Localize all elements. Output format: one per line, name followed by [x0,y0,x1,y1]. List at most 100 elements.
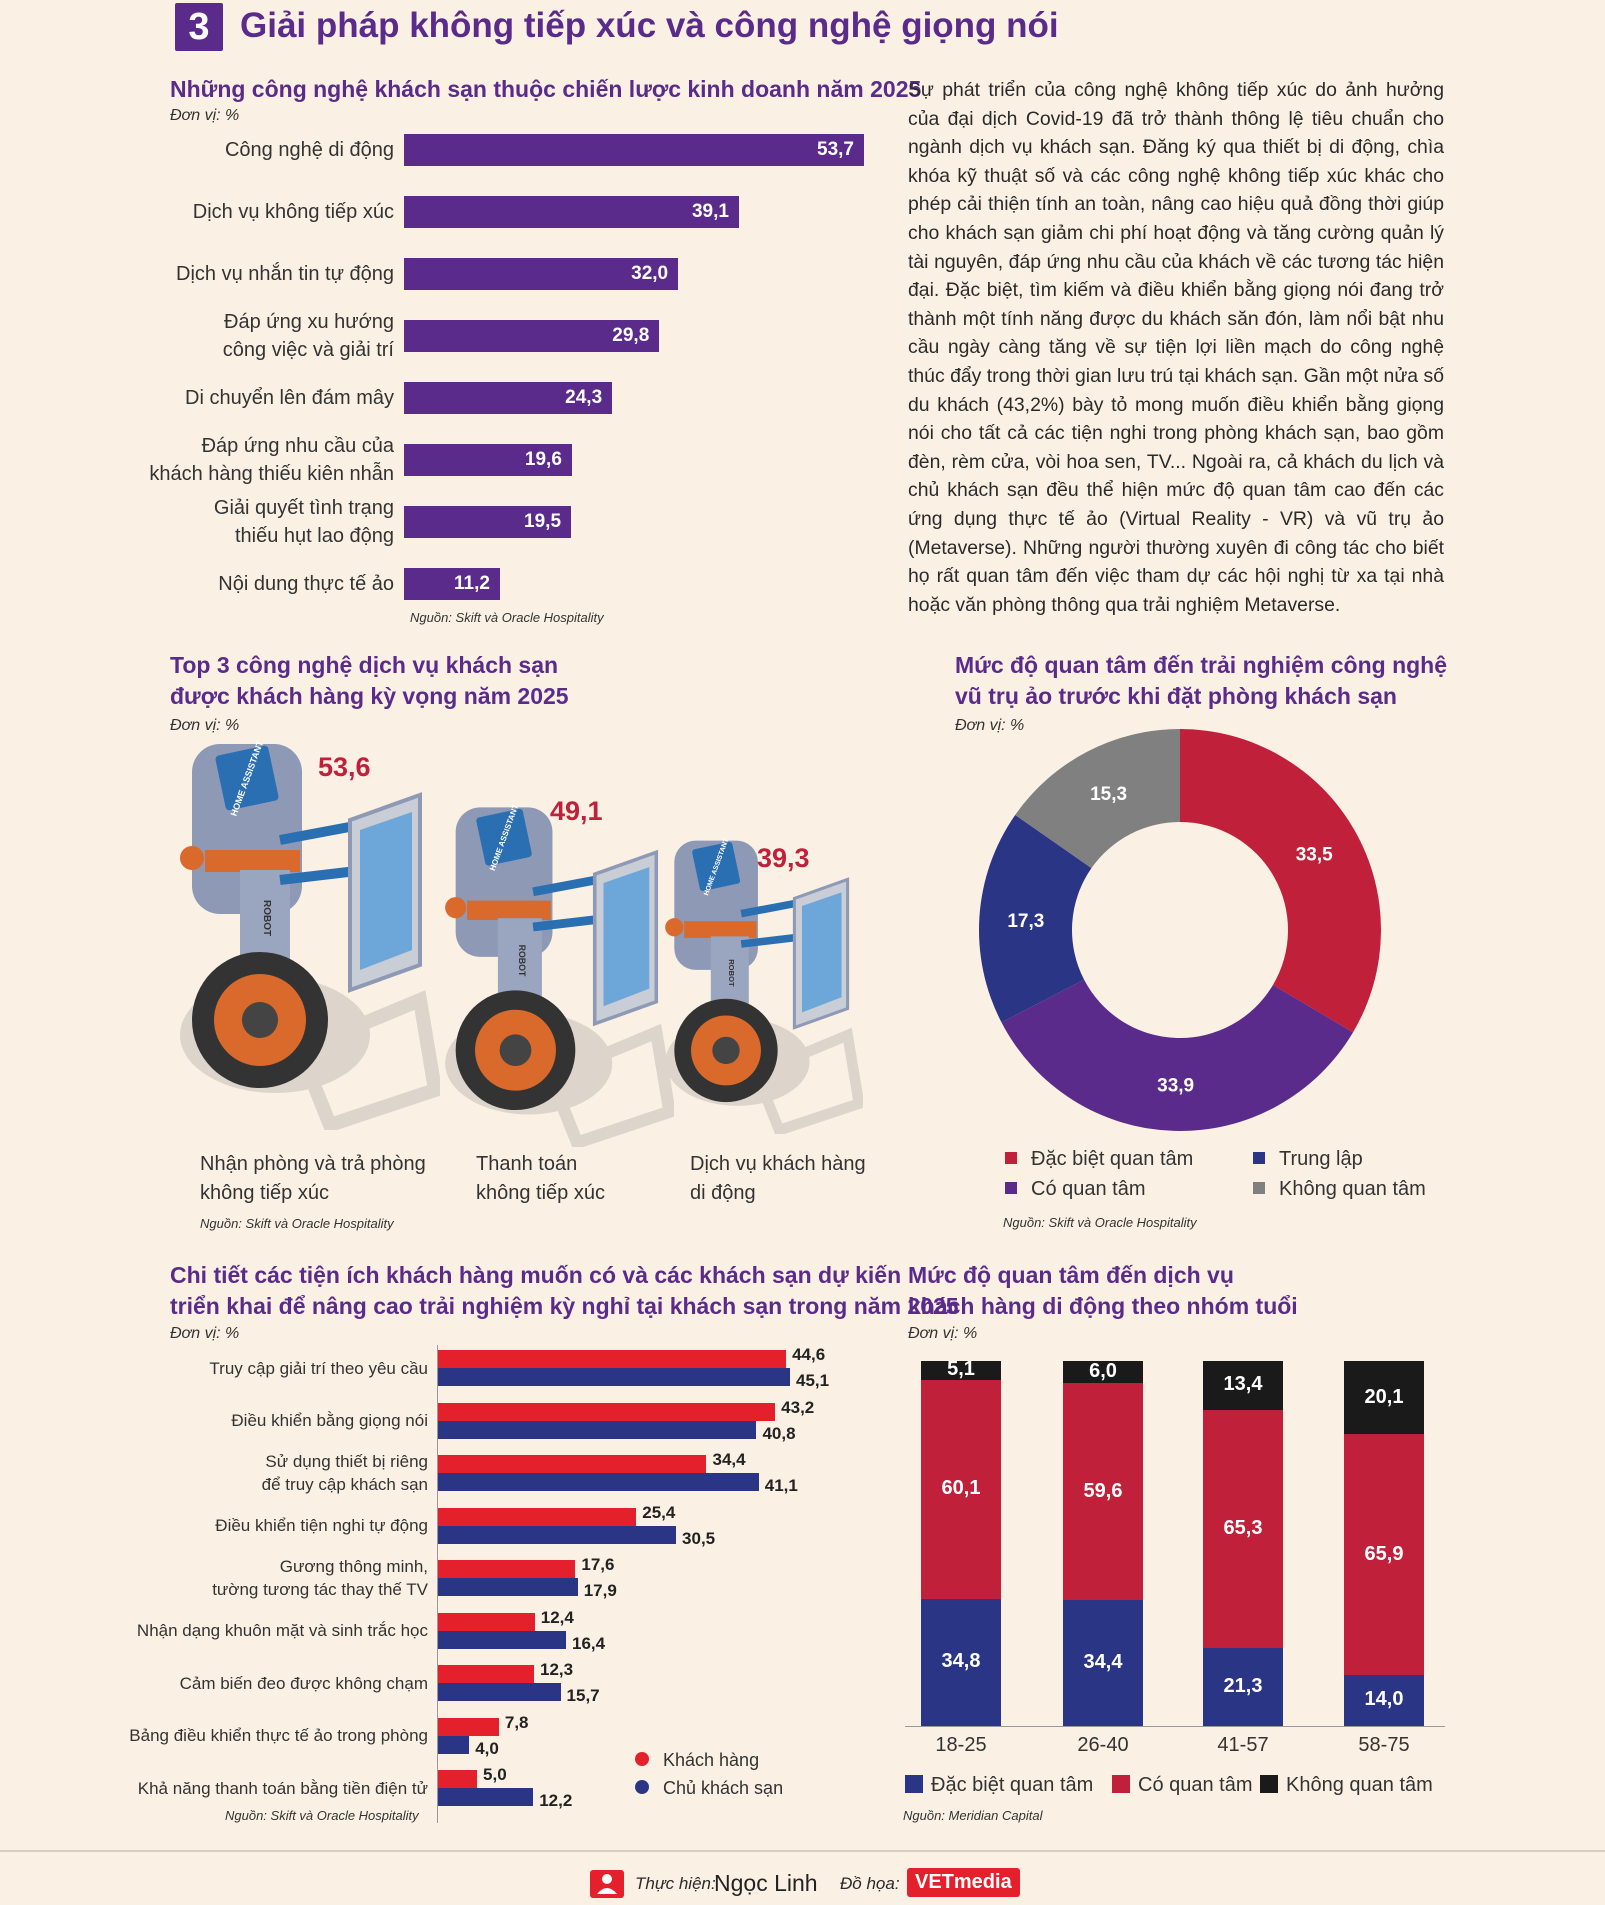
made-by-name: Ngọc Linh [714,1870,818,1896]
chart4-value-label: 44,6 [792,1345,826,1364]
chart5-title: Mức độ quan tâm đến dịch vụ khách hàng d… [908,1262,1298,1319]
chart1-category-label: Giải quyết tình trạng thiếu hụt lao động [213,497,394,547]
chart4-value-label: 12,3 [540,1660,574,1679]
chart1-value-label: 29,8 [612,325,650,346]
robot-category-label: Nhận phòng và trả phòng không tiếp xúc [200,1153,426,1204]
chart5-segment [921,1361,1001,1380]
chart5-category-label: 26-40 [1077,1734,1129,1756]
chart5-axis [905,1726,1445,1727]
chart5-segment-label: 34,4 [1083,1651,1123,1674]
chart5-segment [1344,1434,1424,1675]
chart2-source: Nguồn: Skift và Oracle Hospitality [200,1216,394,1231]
donut-legend-item: Đặc biệt quan tâm [1005,1147,1193,1171]
chart1-bar [404,134,864,166]
chart5-category-label: 41-57 [1217,1734,1269,1756]
donut-slice-label: 17,3 [1007,911,1044,932]
robot-tablet-screen [603,867,650,1007]
chart4-bar [438,1630,566,1649]
legend-swatch [1005,1181,1017,1194]
robot-tablet-screen [360,812,412,970]
chart5-segment-label: 14,0 [1364,1688,1404,1711]
legend-swatch [635,1752,649,1767]
chart4-category-label: Sử dụng thiết bị riêng để truy cập khách… [261,1452,428,1494]
donut-slice-label: 15,3 [1090,784,1127,805]
chart5-segment-label: 21,3 [1223,1675,1263,1698]
robot-joint [180,846,204,870]
chart4-bar [438,1560,576,1578]
robot-body-text: ROBOT [727,959,736,987]
robot-belt [684,921,757,938]
chart1-source: Nguồn: Skift và Oracle Hospitality [410,610,604,625]
chart5-category-label: 58-75 [1358,1734,1410,1756]
chart1-bar [404,320,660,352]
chart5-segment [921,1379,1001,1599]
chart5-segment [1344,1361,1424,1435]
chart5-legend-item: Đặc biệt quan tâm [905,1773,1093,1797]
chart4-bar [438,1770,478,1788]
chart3-title: Mức độ quan tâm đến trải nghiệm công ngh… [955,652,1448,709]
chart4-value-label: 34,4 [712,1450,746,1469]
chart4-category-label: Truy cập giải trí theo yêu cầu [209,1358,428,1378]
legend-label: Có quan tâm [1031,1178,1146,1200]
chart4-category-label: Khả năng thanh toán bằng tiền điện tử [137,1778,428,1798]
chart4-value-label: 4,0 [475,1738,499,1758]
legend-label: Khách hàng [663,1750,760,1770]
chart5-legend-item: Không quan tâm [1260,1773,1433,1797]
chart5-segment-label: 59,6 [1083,1479,1123,1502]
chart4-bar [438,1735,470,1754]
chart4-axis [437,1345,438,1823]
chart4-value-label: 7,8 [504,1712,529,1732]
chart5-segment [1063,1600,1143,1726]
chart5-segment-label: 34,8 [941,1650,981,1673]
chart2-title: Top 3 công nghệ dịch vụ khách sạn được k… [170,652,569,709]
chart4-bar [438,1402,776,1421]
robot-body-text: ROBOT [261,900,272,936]
legend-label: Có quan tâm [1138,1774,1253,1796]
chart4-value-label: 43,2 [781,1397,815,1417]
chart1-category-label: Nội dung thực tế ảo [218,573,394,595]
chart4-bar [438,1350,787,1368]
chart1-value-label: 11,2 [454,573,490,594]
robot-belt [467,900,551,920]
chart4-bar [438,1717,499,1736]
chart1-title: Những công nghệ khách sạn thuộc chiến lư… [170,76,922,102]
chart3-unit: Đơn vị: % [955,717,1025,734]
chart5-segment [1063,1382,1143,1601]
legend-swatch [905,1774,923,1793]
robot-wheel-hub [499,1034,532,1067]
robot-category-label: Dịch vụ khách hàng di động [690,1153,866,1204]
chart4-value-label: 16,4 [572,1633,606,1653]
chart3-source: Nguồn: Skift và Oracle Hospitality [1003,1215,1197,1230]
article-paragraph: Sự phát triển của công nghệ không tiếp x… [908,79,1444,616]
robot-wheel-hub [712,1036,740,1065]
robot-value-label: 39,3 [757,843,810,873]
chart4-value-label: 45,1 [796,1371,830,1390]
robot-screen [692,841,741,891]
chart1-value-label: 53,7 [817,139,854,160]
chart1-category-label: Đáp ứng xu hướng công việc và giải trí [222,311,394,361]
chart1-category-label: Đáp ứng nhu cầu của khách hàng thiếu kiê… [149,435,394,485]
chart1-category-label: Dịch vụ không tiếp xúc [192,201,394,223]
chart5-segment-label: 6,0 [1089,1359,1117,1382]
chart5-source: Nguồn: Meridian Capital [903,1808,1043,1823]
section-number: 3 [175,3,223,51]
robot-joint [665,918,684,937]
donut-slice [1180,729,1381,1033]
chart5-segment [1063,1361,1143,1383]
legend-label: Không quan tâm [1279,1178,1426,1200]
donut-legend: Đặc biệt quan tâm Có quan tâm Trung lập Khô… [1005,1147,1455,1207]
chart4-bar [438,1525,677,1544]
robot-body-text: ROBOT [517,945,527,977]
legend-swatch [1112,1774,1130,1793]
chart1-category-label: Dịch vụ nhắn tin tự động [176,263,394,285]
legend-label: Đặc biệt quan tâm [931,1774,1094,1796]
robot-arm-upper [279,820,361,845]
donut-legend-item: Có quan tâm [1005,1177,1146,1201]
vetmedia-logo: VETmedia [907,1868,1020,1897]
chart4-bar [438,1455,707,1473]
robot-value-label: 53,6 [318,752,371,782]
chart1-bar [404,382,613,414]
robot-value-label: 49,1 [550,796,603,826]
robot-screen [476,808,532,866]
